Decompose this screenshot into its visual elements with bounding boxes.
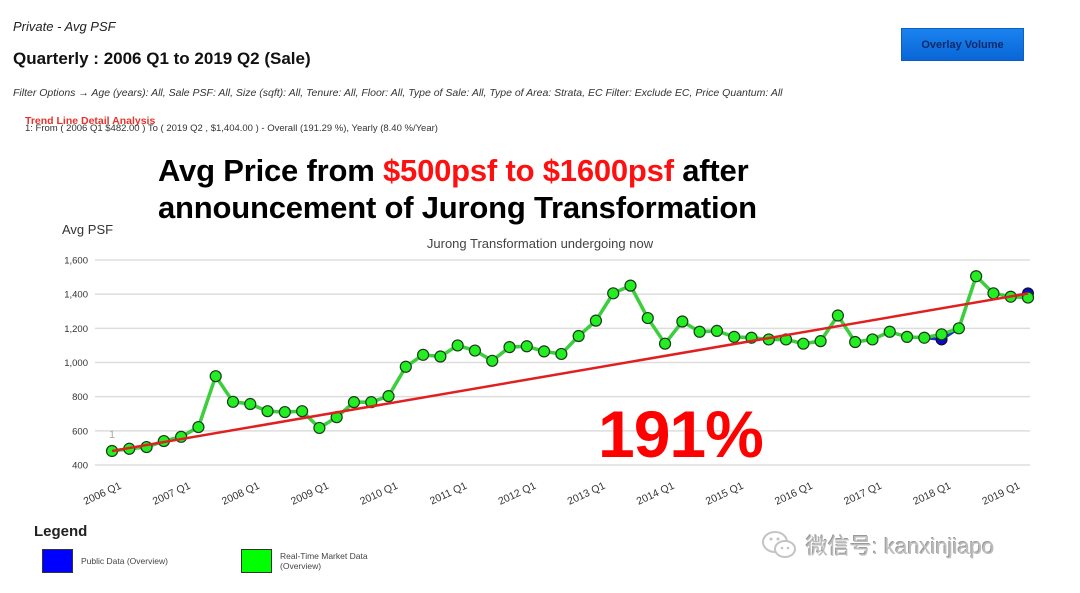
- svg-text:2006 Q1: 2006 Q1: [82, 480, 124, 508]
- headline-highlight: $500psf to $1600psf: [382, 153, 674, 188]
- svg-text:600: 600: [72, 426, 88, 437]
- svg-text:2014 Q1: 2014 Q1: [635, 480, 677, 508]
- market-data-series: [105, 270, 1035, 458]
- x-axis-ticks: 2006 Q1 2007 Q1 2008 Q1 2009 Q1 2010 Q1 2011 …: [82, 480, 1022, 508]
- growth-percent-annotation: 191%: [598, 397, 764, 471]
- headline-line-1: Avg Price from $500psf to $1600psf after: [158, 152, 757, 189]
- legend-swatch-market: [241, 549, 272, 573]
- svg-text:2016 Q1: 2016 Q1: [773, 480, 815, 508]
- legend-label-market: Real-Time Market Data (Overview): [280, 551, 368, 571]
- overlay-volume-button[interactable]: Overlay Volume: [901, 28, 1024, 61]
- legend-item-public[interactable]: Public Data (Overview): [42, 549, 168, 573]
- y-axis-ticks: 400 600 800 1,000 1,200 1,400 1,600: [64, 256, 88, 472]
- wechat-icon: [762, 531, 796, 558]
- trend-line-detail: 1: From ( 2006 Q1 $482.00 ) To ( 2019 Q2…: [25, 123, 438, 134]
- svg-text:2009 Q1: 2009 Q1: [289, 480, 331, 508]
- svg-text:800: 800: [72, 392, 88, 403]
- legend-swatch-public: [42, 549, 73, 573]
- trend-line: [111, 292, 1029, 453]
- headline-text: Avg Price from: [158, 153, 383, 188]
- svg-text:1,600: 1,600: [64, 256, 88, 267]
- legend-item-market[interactable]: Real-Time Market Data (Overview): [241, 549, 368, 573]
- svg-text:2013 Q1: 2013 Q1: [566, 480, 608, 508]
- watermark-text: 微信号: kanxinjiapo: [806, 534, 995, 559]
- svg-text:2010 Q1: 2010 Q1: [358, 480, 400, 508]
- svg-text:2017 Q1: 2017 Q1: [842, 480, 884, 508]
- legend-title: Legend: [34, 523, 88, 540]
- trend-line-title[interactable]: Trend Line Detail Analysis: [25, 115, 156, 127]
- page-title: Quarterly : 2006 Q1 to 2019 Q2 (Sale): [13, 49, 311, 68]
- headline-text: after: [673, 153, 749, 188]
- svg-text:400: 400: [72, 461, 88, 472]
- page-kicker: Private - Avg PSF: [13, 19, 116, 34]
- chart-subtitle: Jurong Transformation undergoing now: [426, 236, 654, 251]
- public-data-series: [111, 273, 1034, 453]
- svg-text:2011 Q1: 2011 Q1: [428, 480, 469, 508]
- svg-text:2019 Q1: 2019 Q1: [980, 480, 1022, 508]
- wechat-watermark: 微信号: kanxinjiapo: [760, 529, 994, 561]
- trend-marker-label: 1: [109, 429, 115, 441]
- svg-text:2015 Q1: 2015 Q1: [704, 480, 746, 508]
- svg-text:1,400: 1,400: [64, 290, 88, 301]
- svg-text:2018 Q1: 2018 Q1: [911, 480, 953, 508]
- grid-lines: [95, 259, 1030, 466]
- legend-label-public: Public Data (Overview): [81, 556, 168, 566]
- svg-text:2007 Q1: 2007 Q1: [151, 480, 193, 508]
- svg-text:1,200: 1,200: [64, 324, 88, 335]
- svg-text:2008 Q1: 2008 Q1: [220, 480, 262, 508]
- svg-text:2012 Q1: 2012 Q1: [496, 480, 538, 508]
- headline-line-2: announcement of Jurong Transformation: [158, 190, 757, 225]
- headline: Avg Price from $500psf to $1600psf after…: [158, 152, 757, 226]
- svg-text:1,000: 1,000: [64, 358, 88, 369]
- y-axis-title: Avg PSF: [62, 222, 114, 237]
- filter-options: Filter Options → Age (years): All, Sale …: [13, 87, 783, 99]
